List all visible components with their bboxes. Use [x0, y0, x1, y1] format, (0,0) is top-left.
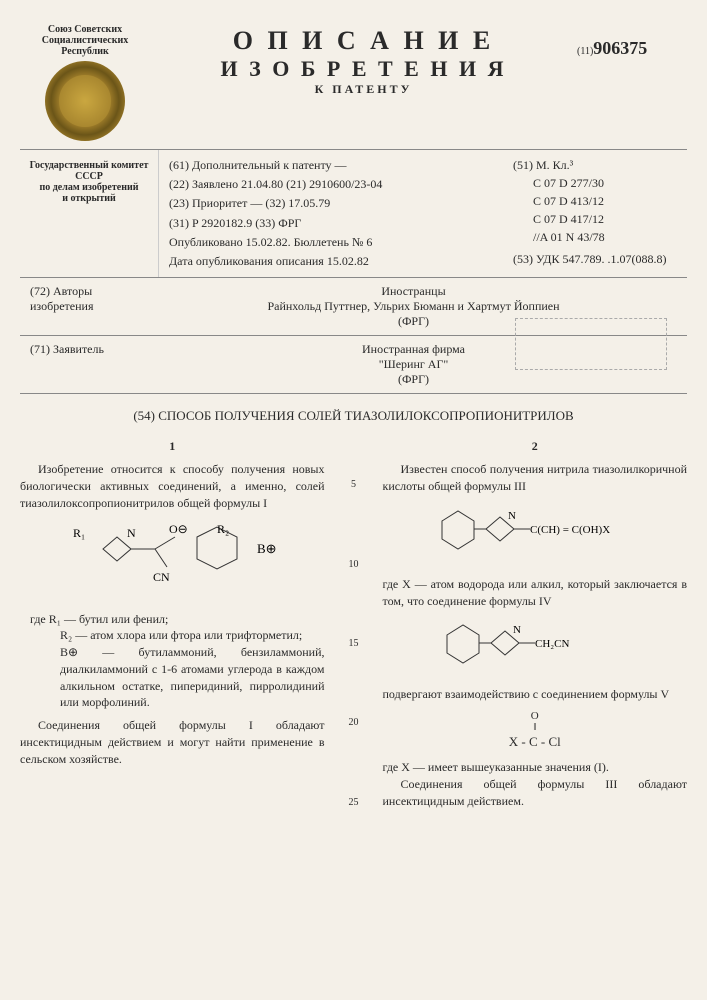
col2-p1: Известен способ получения нитрила тиазол… [383, 461, 688, 495]
publication-number: (11)906375 [577, 20, 687, 59]
formula-v-text: X - C - Cl [383, 733, 688, 751]
issuing-authority: Союз Советских Социалистических Республи… [20, 20, 150, 149]
field-31: (31) P 2920182.9 (33) ФРГ [169, 214, 499, 233]
patent-page: Союз Советских Социалистических Республи… [20, 20, 687, 810]
pub-prefix: (11) [577, 46, 593, 57]
ipc-3: C 07 D 417/12 [513, 210, 683, 228]
column-1: 1 Изобретение относится к способу получе… [20, 438, 325, 810]
classification-block: (51) М. Кл.³ C 07 D 277/30 C 07 D 413/12… [509, 150, 687, 277]
line-number-gutter: 5 10 15 20 25 [345, 438, 363, 810]
col2-p3: Соединения общей формулы III об­ладают и… [383, 776, 688, 810]
svg-text:R₁: R₁ [73, 526, 85, 540]
field-51-label: (51) М. Кл.³ [513, 156, 683, 174]
committee-3: по делам изобретений [24, 182, 154, 193]
chem-structure-3-icon: N C(CH) = C(OH)X [430, 503, 640, 563]
field-22: (22) Заявлено 21.04.80 (21) 2910600/23-0… [169, 175, 499, 194]
ipc-1: C 07 D 277/30 [513, 174, 683, 192]
ipc-2: C 07 D 413/12 [513, 192, 683, 210]
where-x: где X — атом водорода или алкил, ко­торы… [383, 576, 688, 610]
ln-15: 15 [345, 637, 363, 651]
committee-1: Государственный комитет [24, 160, 154, 171]
ln-5: 5 [345, 478, 363, 492]
document-title: О П И С А Н И Е И З О Б Р Е Т Е Н И Я К … [160, 20, 567, 97]
chem-structure-1-icon: R₁ N CN O⊖ R₂ B⊕ [67, 519, 277, 597]
col1-number: 1 [20, 438, 325, 455]
col2-p2: подвергают взаимодействию с соедине­нием… [383, 686, 688, 703]
udc: 547.789. .1.07(088.8) [562, 252, 666, 266]
svg-text:B⊕: B⊕ [257, 541, 277, 556]
committee-4: и открытий [24, 193, 154, 204]
where-b: B⊕ — бутиламмоний, бензиламмоний, диалки… [30, 644, 325, 711]
where-x2: где X — имеет вышеуказанные значе­ния (I… [383, 759, 688, 776]
title-line3: К ПАТЕНТУ [160, 82, 567, 97]
col1-p1: Изобретение относится к способу получени… [20, 461, 325, 511]
svg-text:CN: CN [153, 570, 170, 584]
column-2: 2 Известен способ получения нитрила тиаз… [383, 438, 688, 810]
svg-text:N: N [127, 526, 136, 540]
svg-text:O⊖: O⊖ [169, 522, 188, 536]
where-r1: где R₁ — бутил или фенил; [30, 611, 325, 628]
stamp-box [515, 318, 667, 370]
formula-3: N C(CH) = C(OH)X [383, 495, 688, 576]
formula-4: N CH₂CN [383, 609, 688, 686]
authority-name: Союз Советских Социалистических Республи… [20, 24, 150, 57]
description-body: 1 Изобретение относится к способу получе… [20, 438, 687, 810]
ln-25: 25 [345, 796, 363, 810]
formula-1: R₁ N CN O⊖ R₂ B⊕ [20, 511, 325, 610]
invention-title: (54) СПОСОБ ПОЛУЧЕНИЯ СОЛЕЙ ТИАЗОЛИЛОКСО… [20, 394, 687, 438]
field-61: (61) Дополнительный к патенту — [169, 156, 499, 175]
committee-block: Государственный комитет СССР по делам из… [20, 150, 159, 277]
header-row: Союз Советских Социалистических Республи… [20, 20, 687, 150]
chem-structure-4-icon: N CH₂CN [435, 617, 635, 673]
col2-number: 2 [383, 438, 688, 455]
field-53-label: (53) УДК [513, 252, 559, 266]
ln-10: 10 [345, 558, 363, 572]
svg-text:N: N [508, 510, 516, 522]
ussr-emblem-icon [45, 61, 125, 141]
formula-5: O‖ X - C - Cl [383, 703, 688, 759]
col1-p2: Соединения общей формулы I облада­ют инс… [20, 717, 325, 767]
field-23: (23) Приоритет — (32) 17.05.79 [169, 194, 499, 213]
bib-fields: (61) Дополнительный к патенту — (22) Зая… [159, 150, 509, 277]
authors-l1: Иностранцы [150, 284, 677, 299]
field-pubdate: Дата опубликования описания 15.02.82 [169, 252, 499, 271]
authors-l2: Райнхольд Путтнер, Ульрих Бюманн и Хартм… [150, 299, 677, 314]
title-line2: И З О Б Р Е Т Е Н И Я [160, 56, 567, 82]
svg-text:CH₂CN: CH₂CN [535, 638, 569, 650]
svg-text:C(CH) = C(OH)X: C(CH) = C(OH)X [530, 524, 610, 536]
applicant-label: (71) Заявитель [30, 342, 150, 387]
svg-text:R₂: R₂ [217, 522, 229, 536]
applicant-l3: (ФРГ) [150, 372, 677, 387]
where-r2: R₂ — атом хлора или фтора или три­фторме… [30, 627, 325, 644]
pub-number: 906375 [593, 38, 647, 58]
bibliographic-row: Государственный комитет СССР по делам из… [20, 150, 687, 278]
title-line1: О П И С А Н И Е [160, 26, 567, 56]
ipc-4: //A 01 N 43/78 [513, 228, 683, 246]
svg-text:N: N [513, 624, 521, 636]
committee-2: СССР [24, 171, 154, 182]
authors-label: (72) Авторы изобретения [30, 284, 150, 329]
ln-20: 20 [345, 716, 363, 730]
field-pub: Опубликовано 15.02.82. Бюллетень № 6 [169, 233, 499, 252]
